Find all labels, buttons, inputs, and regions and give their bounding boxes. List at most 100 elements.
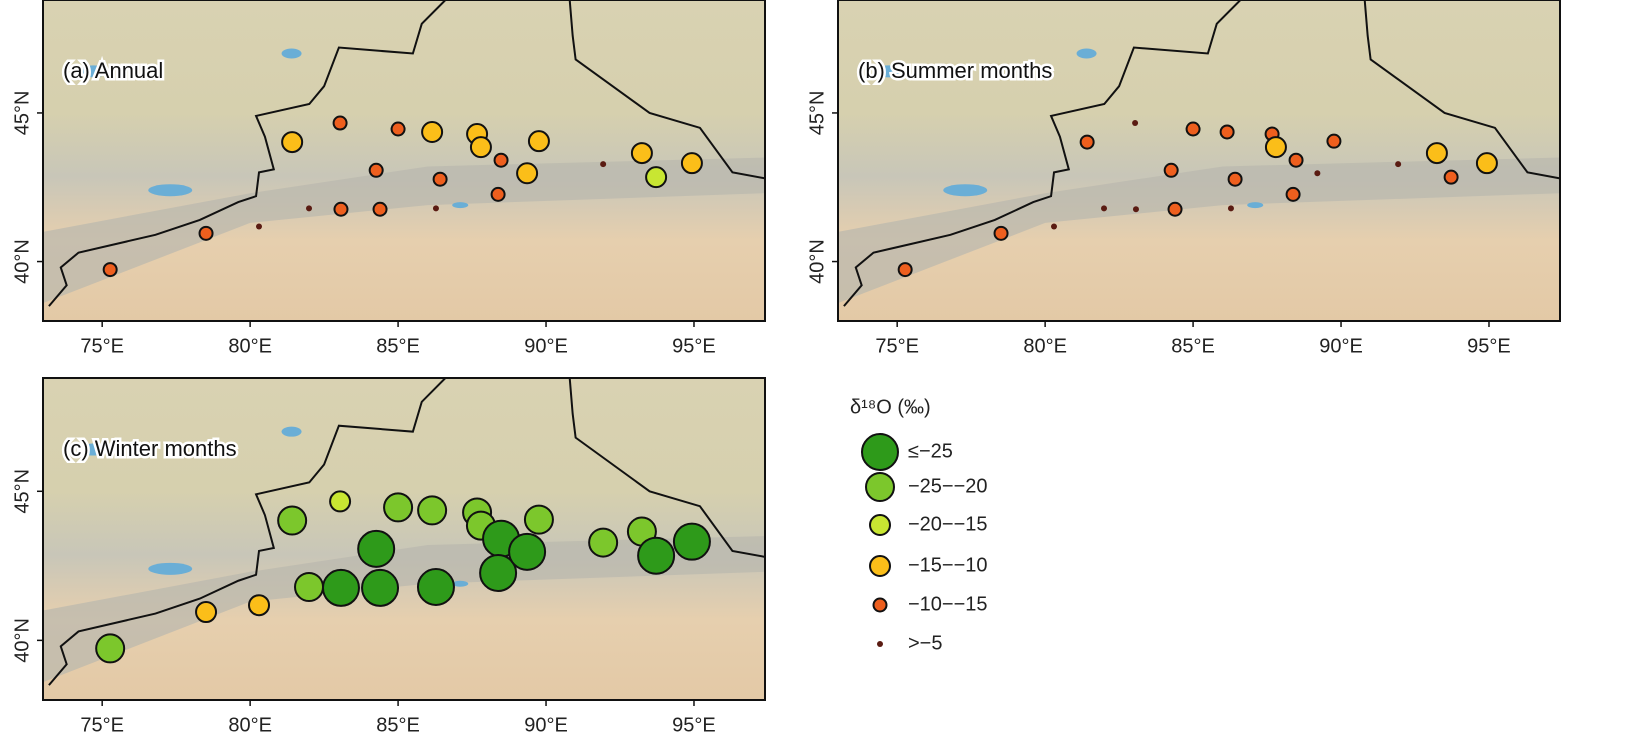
mountains: [43, 157, 765, 304]
lake: [452, 580, 469, 587]
legend-swatch: [861, 433, 899, 471]
y-tick-label: 45°N: [11, 91, 33, 136]
station-marker: [1227, 171, 1243, 187]
border: [843, 0, 1242, 307]
station-marker: [479, 553, 518, 592]
lake: [281, 48, 302, 59]
legend-label: ≤−25: [908, 440, 953, 462]
station-marker: [416, 568, 455, 607]
station-marker: [1163, 162, 1179, 178]
station-marker: [1475, 152, 1498, 175]
station-marker: [516, 162, 539, 185]
x-tick-label: 95°E: [672, 714, 716, 736]
station-marker: [294, 572, 325, 603]
x-tick-label: 75°E: [80, 335, 124, 357]
station-marker: [469, 136, 492, 159]
station-marker: [432, 205, 439, 212]
station-marker: [672, 522, 711, 561]
border: [48, 378, 447, 686]
station-marker: [195, 601, 218, 624]
legend-label: >−5: [908, 632, 942, 654]
mountains: [43, 536, 765, 683]
x-tick-label: 80°E: [228, 714, 272, 736]
station-marker: [256, 223, 263, 230]
station-marker: [306, 205, 313, 212]
station-marker: [390, 121, 406, 137]
station-marker: [198, 225, 214, 241]
station-marker: [1227, 205, 1234, 212]
x-tick-label: 80°E: [1023, 335, 1067, 357]
station-marker: [1425, 142, 1448, 165]
station-marker: [508, 532, 547, 571]
station-marker: [372, 201, 388, 217]
map-panel: (c) Winter months 75°E 80°E 85°E 90°E 95°E 40°…: [11, 377, 766, 736]
legend-label: −20−−15: [908, 513, 988, 535]
y-tick-label: 40°N: [11, 618, 33, 663]
x-tick-label: 80°E: [228, 335, 272, 357]
station-marker: [637, 536, 676, 575]
station-marker: [277, 505, 308, 536]
legend-swatch: [877, 641, 883, 647]
lake: [148, 562, 193, 575]
station-marker: [368, 162, 384, 178]
station-marker: [897, 262, 913, 278]
legend-label: −10−−15: [908, 593, 988, 615]
map-content: [43, 0, 765, 321]
legend-swatch: [869, 514, 891, 536]
station-marker: [281, 131, 304, 154]
border: [568, 0, 765, 180]
station-marker: [332, 115, 348, 131]
station-marker: [1219, 124, 1235, 140]
x-tick-label: 75°E: [875, 335, 919, 357]
legend-label: −25−−20: [908, 475, 988, 497]
station-marker: [333, 201, 349, 217]
station-marker: [630, 142, 653, 165]
station-marker: [1079, 134, 1095, 150]
lake: [79, 443, 108, 456]
station-marker: [357, 529, 396, 568]
panel-title: (c) Winter months: [63, 436, 237, 461]
station-marker: [432, 171, 448, 187]
x-tick-label: 95°E: [1467, 335, 1511, 357]
station-marker: [1167, 201, 1183, 217]
station-marker: [1101, 205, 1108, 212]
station-marker: [680, 152, 703, 175]
x-tick-label: 90°E: [524, 335, 568, 357]
station-marker: [329, 490, 352, 513]
border: [48, 0, 447, 307]
station-marker: [321, 568, 360, 607]
y-tick-label: 45°N: [11, 469, 33, 514]
x-tick-label: 90°E: [1319, 335, 1363, 357]
station-marker: [421, 120, 444, 143]
panel-title: (a) Annual: [63, 58, 163, 83]
x-tick-label: 85°E: [1171, 335, 1215, 357]
y-tick-label: 45°N: [806, 91, 828, 136]
legend-label: −15−−10: [908, 554, 988, 576]
station-marker: [993, 225, 1009, 241]
station-marker: [1288, 152, 1304, 168]
station-marker: [588, 527, 619, 558]
x-tick-label: 85°E: [376, 714, 420, 736]
x-tick-label: 95°E: [672, 335, 716, 357]
station-marker: [1326, 133, 1342, 149]
lake: [1076, 48, 1097, 59]
station-marker: [1185, 121, 1201, 137]
border: [1363, 0, 1560, 180]
station-marker: [1285, 186, 1301, 202]
station-marker: [383, 492, 414, 523]
x-tick-label: 75°E: [80, 714, 124, 736]
station-marker: [1443, 169, 1459, 185]
map-content: [838, 0, 1560, 321]
station-marker: [1132, 120, 1139, 127]
legend-swatch: [872, 597, 888, 613]
station-marker: [645, 166, 668, 189]
panel-title: (b) Summer months: [858, 58, 1052, 83]
border: [568, 378, 765, 558]
station-marker: [1132, 206, 1139, 213]
station-marker: [248, 594, 271, 617]
station-marker: [600, 161, 607, 168]
legend-swatch: [869, 555, 891, 577]
legend-title: δ¹⁸O (‰): [850, 396, 931, 418]
panel-frame: [42, 377, 766, 701]
